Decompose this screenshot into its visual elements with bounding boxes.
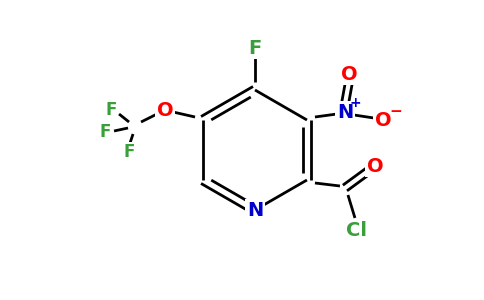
Text: Cl: Cl bbox=[347, 220, 367, 239]
Text: F: F bbox=[99, 123, 111, 141]
Text: O: O bbox=[157, 100, 173, 119]
Text: F: F bbox=[106, 101, 117, 119]
Text: +: + bbox=[349, 96, 361, 110]
Text: N: N bbox=[247, 200, 263, 220]
Text: N: N bbox=[337, 103, 353, 122]
Text: O: O bbox=[341, 64, 357, 83]
Text: −: − bbox=[390, 103, 402, 118]
Text: F: F bbox=[123, 143, 135, 161]
Text: O: O bbox=[375, 110, 391, 130]
Text: F: F bbox=[248, 38, 262, 58]
Text: O: O bbox=[367, 157, 383, 175]
